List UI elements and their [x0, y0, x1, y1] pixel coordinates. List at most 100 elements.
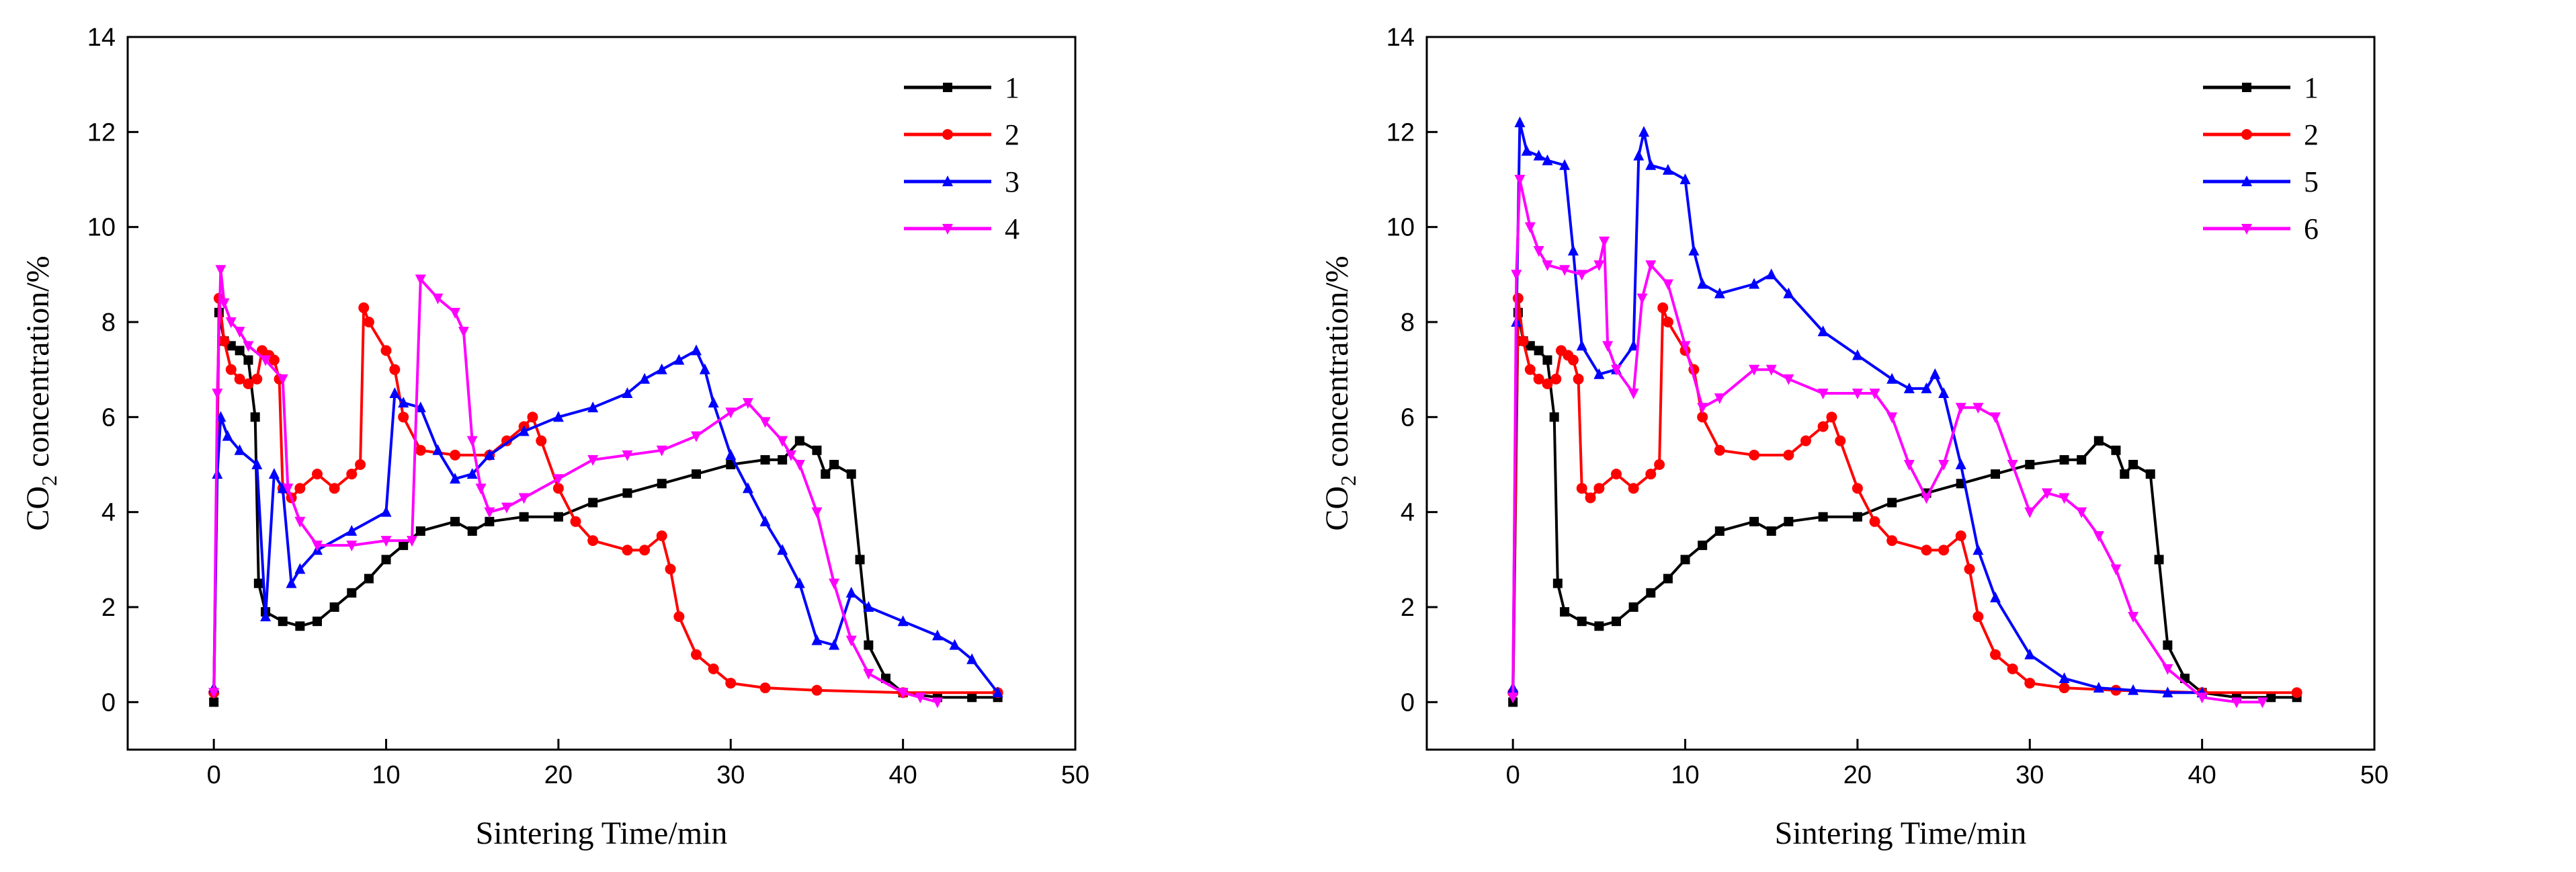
- data-point: [2007, 663, 2018, 674]
- data-point: [363, 317, 374, 327]
- data-point: [1507, 692, 1519, 704]
- data-point: [347, 588, 357, 598]
- data-point: [897, 615, 909, 627]
- data-point: [1766, 526, 1776, 536]
- data-point: [1567, 245, 1579, 255]
- legend-item-2: 2: [904, 118, 1020, 151]
- data-point: [294, 563, 306, 574]
- legend-marker: [2241, 175, 2252, 186]
- y-axis: 0 2 4 6 8 10 12 14: [87, 24, 138, 717]
- data-point: [1783, 374, 1794, 385]
- data-point: [1852, 512, 1862, 522]
- y-tick-label: 0: [101, 688, 116, 717]
- series-line-2: [212, 296, 998, 695]
- data-point: [1972, 403, 1984, 414]
- data-point: [725, 448, 737, 460]
- data-point: [2076, 507, 2087, 518]
- data-point: [2128, 612, 2139, 623]
- legend-item-4: 4: [904, 212, 1020, 245]
- data-point: [243, 341, 254, 352]
- data-point: [587, 535, 599, 547]
- data-point: [2196, 692, 2208, 704]
- data-point: [1611, 469, 1622, 480]
- plot-frame: [1425, 36, 2376, 751]
- data-point: [587, 401, 599, 413]
- legend-item-2: 2: [2203, 118, 2319, 151]
- data-point: [949, 639, 960, 650]
- data-point: [278, 617, 288, 627]
- x-tick-label: 10: [372, 761, 400, 789]
- data-point: [1628, 483, 1639, 494]
- data-point: [1783, 449, 1794, 461]
- data-point: [1680, 555, 1690, 565]
- series-1: [1508, 307, 2302, 707]
- data-point: [1698, 541, 1708, 551]
- x-tick-label: 0: [207, 761, 221, 789]
- data-point: [277, 374, 288, 385]
- data-point: [313, 617, 322, 627]
- x-tick-label: 50: [1061, 761, 1089, 789]
- x-tick-label: 30: [716, 761, 745, 789]
- data-point: [725, 407, 737, 419]
- legend-label: 3: [1005, 165, 1020, 198]
- data-point: [1938, 460, 1950, 471]
- legend-label: 2: [1005, 118, 1020, 151]
- data-point: [2162, 686, 2173, 698]
- y-tick-label: 10: [1386, 214, 1415, 242]
- data-point: [1542, 260, 1553, 272]
- data-point: [742, 398, 753, 409]
- data-point: [708, 663, 719, 674]
- data-point: [846, 469, 856, 479]
- data-point: [587, 454, 599, 466]
- data-point: [2024, 648, 2036, 660]
- data-point: [759, 515, 771, 526]
- series-line-1: [1511, 311, 2297, 703]
- data-point: [1990, 649, 2001, 660]
- y-axis-title: CO2 concentration/%: [20, 255, 61, 530]
- data-point: [2093, 531, 2104, 542]
- data-point: [855, 555, 865, 565]
- data-point: [1714, 393, 1725, 405]
- data-point: [1835, 435, 1846, 446]
- data-point: [432, 444, 444, 455]
- data-point: [2120, 469, 2130, 479]
- data-point: [415, 444, 426, 456]
- data-point: [1852, 483, 1863, 494]
- legend-item-1: 1: [904, 71, 1020, 104]
- data-point: [260, 610, 272, 622]
- data-point: [501, 502, 512, 514]
- data-point: [821, 469, 831, 479]
- data-point: [450, 473, 461, 484]
- data-point: [432, 293, 444, 305]
- data-point: [1533, 149, 1544, 161]
- data-point: [1585, 492, 1596, 504]
- x-axis-title: Sintering Time/min: [1775, 816, 2027, 851]
- series-2: [208, 292, 1003, 699]
- legend-label: 6: [2304, 212, 2319, 245]
- data-point: [484, 507, 495, 518]
- data-point: [2163, 640, 2173, 650]
- data-point: [1645, 260, 1657, 272]
- data-point: [794, 460, 805, 471]
- data-point: [2154, 555, 2164, 565]
- data-point: [2291, 687, 2302, 699]
- data-point: [1783, 287, 1794, 299]
- data-point: [519, 512, 529, 522]
- data-point: [1921, 493, 1932, 504]
- data-point: [1921, 382, 1932, 393]
- data-point: [897, 688, 909, 699]
- legend-label: 1: [2304, 71, 2319, 104]
- data-point: [235, 346, 245, 356]
- data-point: [2257, 697, 2268, 709]
- data-point: [1514, 116, 1526, 128]
- data-point: [1533, 373, 1544, 385]
- series-2: [1507, 292, 2302, 699]
- data-point: [811, 507, 823, 518]
- data-point: [364, 573, 374, 584]
- data-point: [475, 483, 487, 495]
- data-point: [243, 355, 253, 365]
- data-point: [656, 445, 667, 457]
- data-point: [1749, 449, 1760, 461]
- data-point: [2077, 454, 2087, 465]
- data-point: [2025, 460, 2035, 469]
